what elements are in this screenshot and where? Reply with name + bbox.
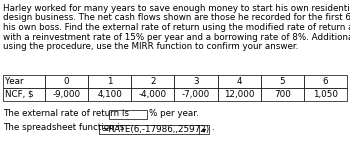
Bar <box>45 88 88 101</box>
Text: .: . <box>211 124 214 132</box>
Text: 5: 5 <box>279 77 285 86</box>
Bar <box>304 88 347 101</box>
Text: ▾: ▾ <box>202 125 206 135</box>
Text: 0: 0 <box>64 77 69 86</box>
Bar <box>109 110 147 119</box>
Text: 700: 700 <box>274 90 291 99</box>
Text: NCF, $: NCF, $ <box>5 90 34 99</box>
Bar <box>174 75 218 88</box>
Text: -4,000: -4,000 <box>139 90 167 99</box>
Text: 1,050: 1,050 <box>313 90 338 99</box>
Text: -9,000: -9,000 <box>52 90 80 99</box>
Text: 4,100: 4,100 <box>97 90 122 99</box>
Text: % per year.: % per year. <box>149 109 199 118</box>
Bar <box>304 75 347 88</box>
Bar <box>261 88 304 101</box>
Bar <box>218 88 261 101</box>
Bar <box>131 75 174 88</box>
Bar <box>88 88 131 101</box>
Text: Year: Year <box>5 77 24 86</box>
Text: -7,000: -7,000 <box>182 90 210 99</box>
Text: 2: 2 <box>150 77 156 86</box>
Bar <box>131 88 174 101</box>
Bar <box>261 75 304 88</box>
Text: 3: 3 <box>193 77 199 86</box>
Bar <box>174 88 218 101</box>
Text: 1: 1 <box>107 77 112 86</box>
Bar <box>3 88 45 101</box>
Text: The spreadsheet function is: The spreadsheet function is <box>3 124 127 132</box>
Text: with a reinvestment rate of 15% per year and a borrowing rate of 8%. Additionall: with a reinvestment rate of 15% per year… <box>3 32 350 41</box>
Text: 4: 4 <box>236 77 242 86</box>
Text: 6: 6 <box>323 77 328 86</box>
Text: 12,000: 12,000 <box>224 90 254 99</box>
Bar <box>218 75 261 88</box>
Bar <box>3 75 45 88</box>
Bar <box>88 75 131 88</box>
Text: =RATE(6,-17986,,25972): =RATE(6,-17986,,25972) <box>101 125 209 134</box>
Text: Harley worked for many years to save enough money to start his own residential l: Harley worked for many years to save eno… <box>3 4 350 13</box>
Bar <box>99 124 209 134</box>
Bar <box>45 75 88 88</box>
Text: using the procedure, use the MIRR function to confirm your answer.: using the procedure, use the MIRR functi… <box>3 42 298 51</box>
Text: design business. The net cash flows shown are those he recorded for the first 6 : design business. The net cash flows show… <box>3 14 350 23</box>
Text: his own boss. Find the external rate of return using the modified rate of return: his own boss. Find the external rate of … <box>3 23 350 32</box>
Text: The external rate of return is: The external rate of return is <box>3 109 132 118</box>
